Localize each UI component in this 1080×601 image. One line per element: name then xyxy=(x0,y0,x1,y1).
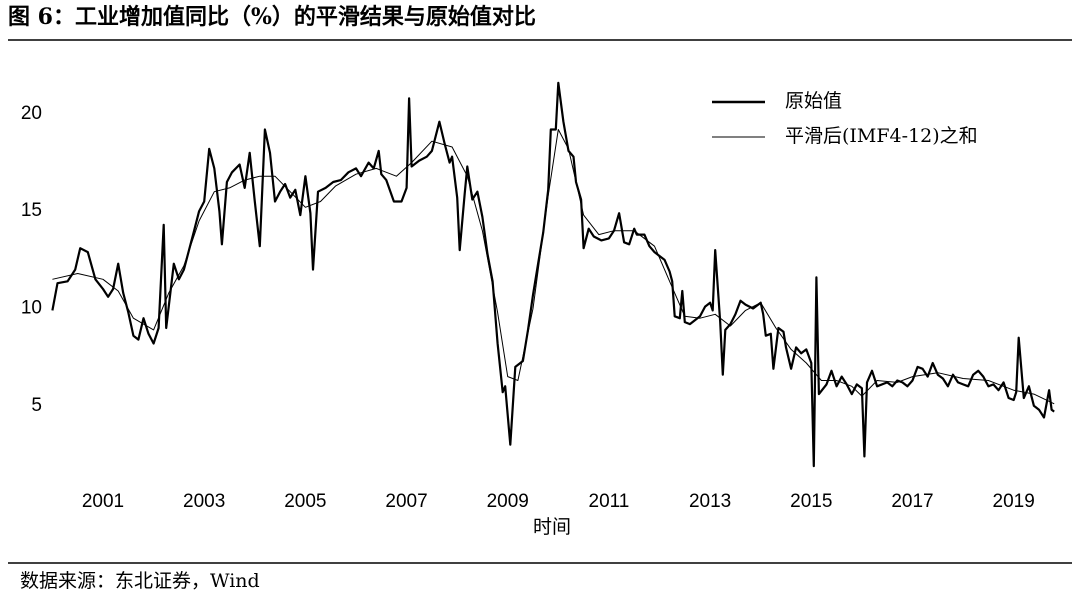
source: 数据来源：东北证券，Wind xyxy=(20,570,260,592)
y-tick-label: 10 xyxy=(21,298,42,319)
chart-title: 图 6：工业增加值同比（%）的平滑结果与原始值对比 xyxy=(8,4,536,30)
x-tick-label: 2005 xyxy=(284,491,326,512)
x-tick-label: 2011 xyxy=(589,491,630,512)
x-tick-label: 2013 xyxy=(689,491,731,512)
x-tick-label: 2007 xyxy=(385,491,427,512)
x-tick-label: 2009 xyxy=(487,491,529,512)
legend-label: 平滑后(IMF4-12)之和 xyxy=(785,125,978,147)
x-tick-label: 2017 xyxy=(891,491,933,512)
y-tick-label: 5 xyxy=(31,395,42,416)
y-tick-label: 15 xyxy=(21,200,42,221)
series-line xyxy=(51,81,1055,468)
x-axis-label: 时间 xyxy=(533,516,571,538)
x-tick-label: 2015 xyxy=(790,491,832,512)
x-tick-label: 2003 xyxy=(183,491,225,512)
y-tick-label: 20 xyxy=(21,103,42,124)
x-tick-label: 2001 xyxy=(82,491,124,512)
legend-label: 原始值 xyxy=(785,90,842,112)
x-tick-label: 2019 xyxy=(993,491,1035,512)
series-line xyxy=(52,129,1055,405)
